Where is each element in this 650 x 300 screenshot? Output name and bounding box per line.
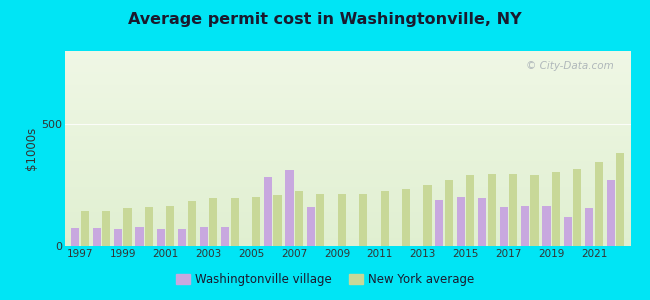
Bar	[264, 176, 272, 246]
Bar	[231, 199, 239, 246]
Bar	[114, 229, 122, 246]
Bar	[564, 217, 572, 246]
Bar	[135, 226, 144, 246]
Bar	[543, 206, 551, 246]
Bar	[221, 226, 229, 246]
Bar	[445, 180, 453, 246]
Bar	[178, 229, 187, 246]
Bar	[285, 170, 294, 246]
Bar	[93, 228, 101, 246]
Bar	[124, 208, 131, 246]
Bar	[188, 201, 196, 246]
Bar	[423, 185, 432, 246]
Bar	[145, 207, 153, 246]
Bar	[552, 172, 560, 246]
Bar	[200, 226, 208, 246]
Bar	[380, 191, 389, 246]
Bar	[457, 197, 465, 246]
Bar	[509, 174, 517, 246]
Bar	[307, 207, 315, 246]
Bar	[585, 208, 593, 246]
Bar	[500, 207, 508, 246]
Y-axis label: $1000s: $1000s	[25, 127, 38, 170]
Bar	[359, 194, 367, 246]
Bar	[478, 199, 486, 246]
Bar	[436, 200, 443, 246]
Bar	[466, 175, 474, 246]
Text: © City-Data.com: © City-Data.com	[526, 61, 614, 71]
Bar	[209, 199, 217, 246]
Bar	[595, 162, 603, 246]
Bar	[72, 228, 79, 246]
Bar	[295, 191, 303, 246]
Bar	[616, 153, 624, 246]
Bar	[606, 180, 615, 246]
Bar	[166, 206, 174, 246]
Bar	[338, 194, 346, 246]
Bar	[402, 189, 410, 246]
Bar	[274, 195, 281, 246]
Legend: Washingtonville village, New York average: Washingtonville village, New York averag…	[171, 269, 479, 291]
Bar	[102, 211, 110, 246]
Bar	[530, 175, 539, 246]
Bar	[573, 169, 582, 246]
Bar	[81, 211, 89, 246]
Bar	[488, 174, 496, 246]
Bar	[521, 206, 529, 246]
Bar	[252, 197, 260, 246]
Text: Average permit cost in Washingtonville, NY: Average permit cost in Washingtonville, …	[128, 12, 522, 27]
Bar	[317, 194, 324, 246]
Bar	[157, 229, 165, 246]
